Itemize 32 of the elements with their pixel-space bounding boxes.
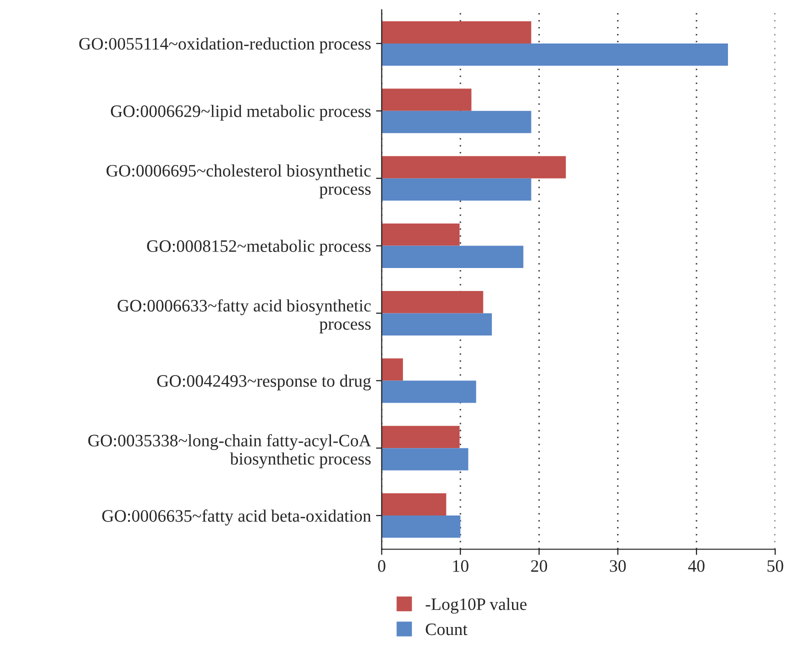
y-tick-label: GO:0042493~response to drug <box>157 374 371 390</box>
y-tick-label: GO:0006635~fatty acid beta-oxidation <box>102 509 372 526</box>
legend-label: Count <box>426 624 468 636</box>
bar <box>382 224 460 246</box>
bar <box>382 493 446 516</box>
x-tick-label: 30 <box>610 560 626 572</box>
legend-label: -Log10P value <box>426 598 527 614</box>
x-tick-label: 20 <box>531 560 548 572</box>
bar <box>382 21 532 44</box>
y-tick-label: GO:0006695~cholesterol biosynthetic process <box>106 164 371 198</box>
x-tick-label: 50 <box>768 560 784 572</box>
y-tick-label: GO:0035338~long-chain fatty-acyl-CoA biosynthetic process <box>88 434 372 468</box>
bar <box>382 43 728 66</box>
bar <box>382 110 532 134</box>
y-tick-label: GO:0006629~lipid metabolic process <box>110 104 371 121</box>
bar <box>382 178 532 201</box>
bar <box>382 426 460 448</box>
x-tick-label: 0 <box>378 560 386 572</box>
bar <box>382 290 484 314</box>
bar <box>382 448 468 470</box>
bar <box>382 380 476 403</box>
bar <box>382 516 460 538</box>
y-tick-label: GO:0008152~metabolic process <box>147 240 371 256</box>
y-tick-label: GO:0006633~fatty acid biosynthetic process <box>118 299 371 334</box>
bar <box>382 313 492 336</box>
bar <box>382 358 403 381</box>
x-tick-label: 10 <box>453 560 468 572</box>
bar <box>382 156 566 178</box>
x-tick-label: 40 <box>688 560 705 572</box>
bar <box>382 246 524 268</box>
bar <box>382 88 472 111</box>
y-tick-label: GO:0055114~oxidation-reduction process <box>79 37 371 54</box>
